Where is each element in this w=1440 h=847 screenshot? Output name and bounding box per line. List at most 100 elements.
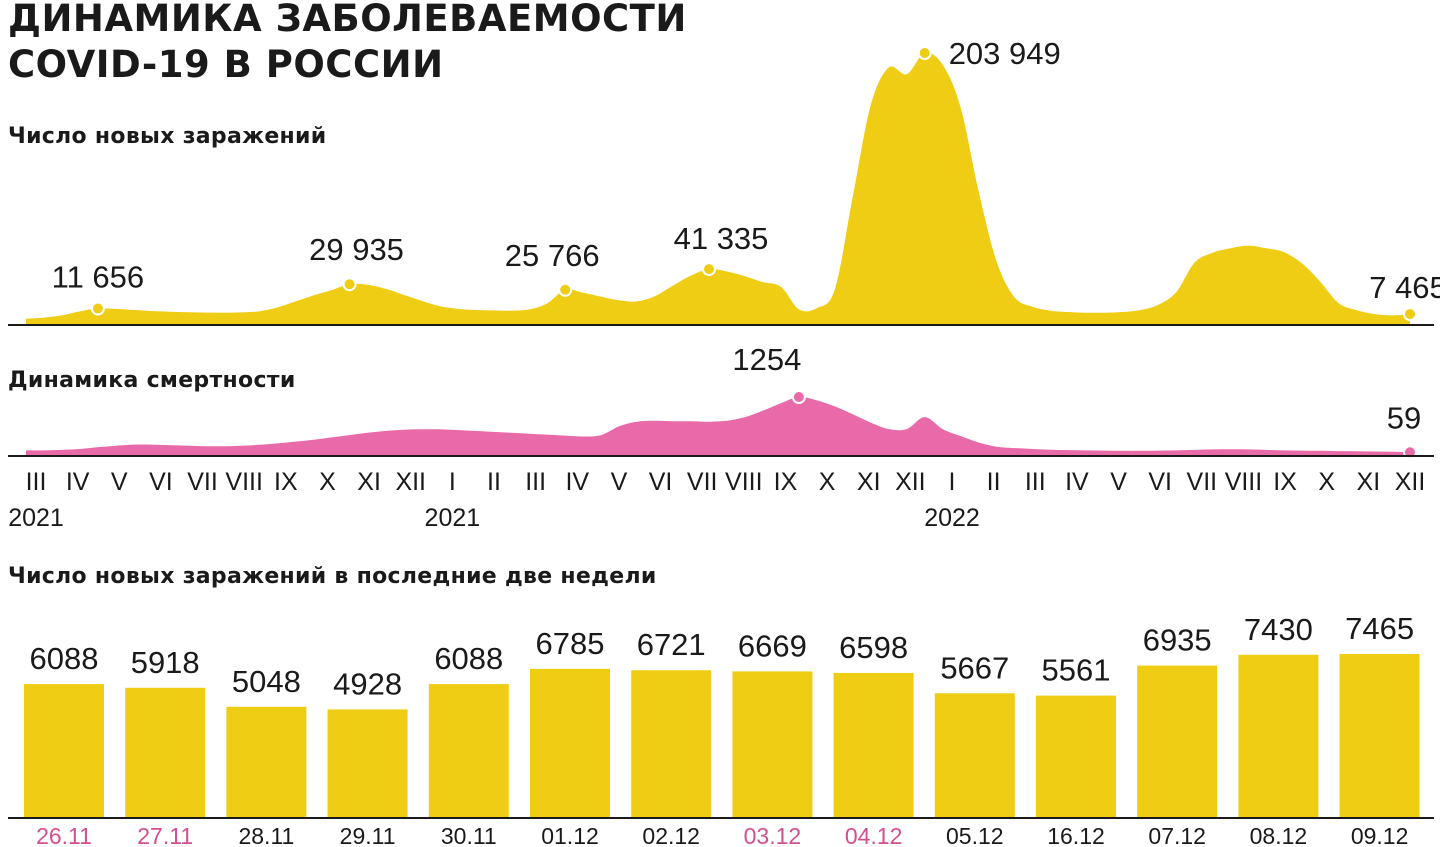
bar-value-label: 5667: [940, 650, 1009, 685]
bar-value-label: 5918: [131, 645, 200, 680]
bar-value-label: 7430: [1244, 612, 1313, 647]
bar-category-label: 04.12: [845, 823, 903, 847]
bar: [833, 672, 914, 817]
month-tick-label: VI: [1148, 468, 1172, 496]
bar-value-label: 6721: [637, 627, 706, 662]
bar: [732, 671, 813, 817]
cases-point-label: 7 465: [1369, 270, 1440, 305]
bar-category-label: 08.12: [1250, 823, 1308, 847]
chart-title-line-2: COVID-19 В РОССИИ: [8, 43, 444, 86]
chart-title-line-1: ДИНАМИКА ЗАБОЛЕВАЕМОСТИ: [8, 0, 687, 40]
cases-point: [702, 262, 717, 277]
month-axis: III IV V VI VII VIII IX X XI XII I II III IV V VI VII VII…: [8, 468, 1425, 532]
month-tick-label: VII: [1187, 468, 1218, 496]
bar: [1036, 695, 1116, 817]
month-tick-label: IV: [1065, 468, 1089, 496]
bar-category-label: 03.12: [744, 823, 802, 847]
month-tick-label: II: [487, 468, 501, 496]
cases-point-label: 25 766: [505, 238, 600, 273]
bar-value-label: 6669: [738, 628, 807, 663]
bar-category-label: 01.12: [541, 823, 599, 847]
cases-area: [26, 52, 1410, 324]
month-tick-label: XI: [857, 468, 881, 496]
month-tick-label: VII: [187, 468, 218, 496]
deaths-subtitle: Динамика смертности: [8, 368, 296, 393]
month-tick-label: V: [611, 468, 628, 496]
bar-chart: 6088 26.11 5918 27.11 5048 28.11 4928 29.11 6088…: [8, 611, 1434, 847]
month-tick-label: X: [319, 468, 336, 496]
bar: [1137, 665, 1218, 817]
month-tick-label: I: [949, 468, 956, 496]
month-tick-label: VIII: [225, 468, 263, 496]
deaths-area-chart: 1254 59: [8, 342, 1434, 460]
bar-value-label: 6598: [839, 630, 908, 665]
cases-area-chart: 11 656 29 935 25 766 41 335 203 949 7 465: [8, 36, 1440, 326]
bar-category-label: 09.12: [1351, 823, 1409, 847]
cases-point-label: 29 935: [309, 232, 404, 267]
bar-category-label: 02.12: [642, 823, 700, 847]
bar: [934, 693, 1015, 817]
bar: [631, 670, 712, 817]
month-tick-label: II: [987, 468, 1001, 496]
month-tick-label: VIII: [1225, 468, 1263, 496]
bar: [428, 684, 509, 817]
bar-category-label: 28.11: [238, 823, 294, 847]
bar: [125, 687, 206, 817]
month-tick-label: XII: [395, 468, 426, 496]
month-tick-label: IV: [66, 468, 90, 496]
bars-subtitle: Число новых заражений в последние две не…: [8, 564, 657, 589]
bar-category-label: 30.11: [441, 823, 497, 847]
bar-value-label: 6088: [30, 641, 99, 676]
cases-point: [1403, 307, 1417, 322]
bar: [1238, 654, 1319, 817]
bar: [327, 709, 408, 817]
deaths-point: [791, 390, 806, 404]
deaths-point-label: 59: [1387, 400, 1421, 435]
year-tick-label: 2022: [924, 504, 980, 532]
month-tick-label: IV: [565, 468, 589, 496]
month-tick-label: IX: [774, 468, 798, 496]
bar-value-label: 6785: [536, 626, 605, 661]
bar: [530, 668, 610, 817]
cases-point-label: 41 335: [674, 221, 769, 256]
month-tick-label: IX: [1273, 468, 1297, 496]
bar-value-label: 5561: [1042, 653, 1111, 688]
bar-category-label: 16.12: [1047, 823, 1105, 847]
chart-title: ДИНАМИКА ЗАБОЛЕВАЕМОСТИ COVID-19 В РОССИ…: [8, 0, 687, 88]
bar-category-label: 26.11: [36, 823, 92, 847]
month-tick-label: V: [1110, 468, 1127, 496]
bar: [226, 706, 307, 817]
cases-subtitle: Число новых заражений: [8, 124, 327, 149]
deaths-area: [26, 396, 1410, 455]
bar-value-label: 5048: [232, 664, 301, 699]
bar-value-label: 4928: [333, 666, 402, 701]
month-tick-label: V: [111, 468, 128, 496]
cases-point-label: 203 949: [949, 36, 1061, 71]
cases-point: [342, 277, 357, 292]
bar-category-label: 07.12: [1148, 823, 1206, 847]
month-tick-label: XI: [1357, 468, 1381, 496]
bar-value-label: 6088: [434, 641, 503, 676]
month-tick-label: X: [1318, 468, 1335, 496]
month-tick-label: III: [1025, 468, 1046, 496]
bar-category-label: 27.11: [137, 823, 193, 847]
year-tick-label: 2021: [425, 504, 481, 532]
bar-category-label: 05.12: [946, 823, 1004, 847]
month-tick-label: I: [449, 468, 456, 496]
month-tick-label: X: [819, 468, 836, 496]
month-tick-label: IX: [274, 468, 298, 496]
month-tick-label: XII: [895, 468, 926, 496]
month-tick-label: III: [525, 468, 546, 496]
cases-point: [917, 46, 932, 60]
month-tick-label: XII: [1395, 468, 1426, 496]
month-tick-label: III: [26, 468, 47, 496]
year-tick-label: 2021: [8, 504, 64, 532]
bar: [24, 684, 104, 817]
month-tick-label: VIII: [725, 468, 763, 496]
bar-category-label: 29.11: [340, 823, 396, 847]
bar: [1339, 654, 1420, 817]
month-tick-label: VI: [649, 468, 673, 496]
month-tick-label: XI: [357, 468, 381, 496]
cases-point: [90, 301, 105, 316]
